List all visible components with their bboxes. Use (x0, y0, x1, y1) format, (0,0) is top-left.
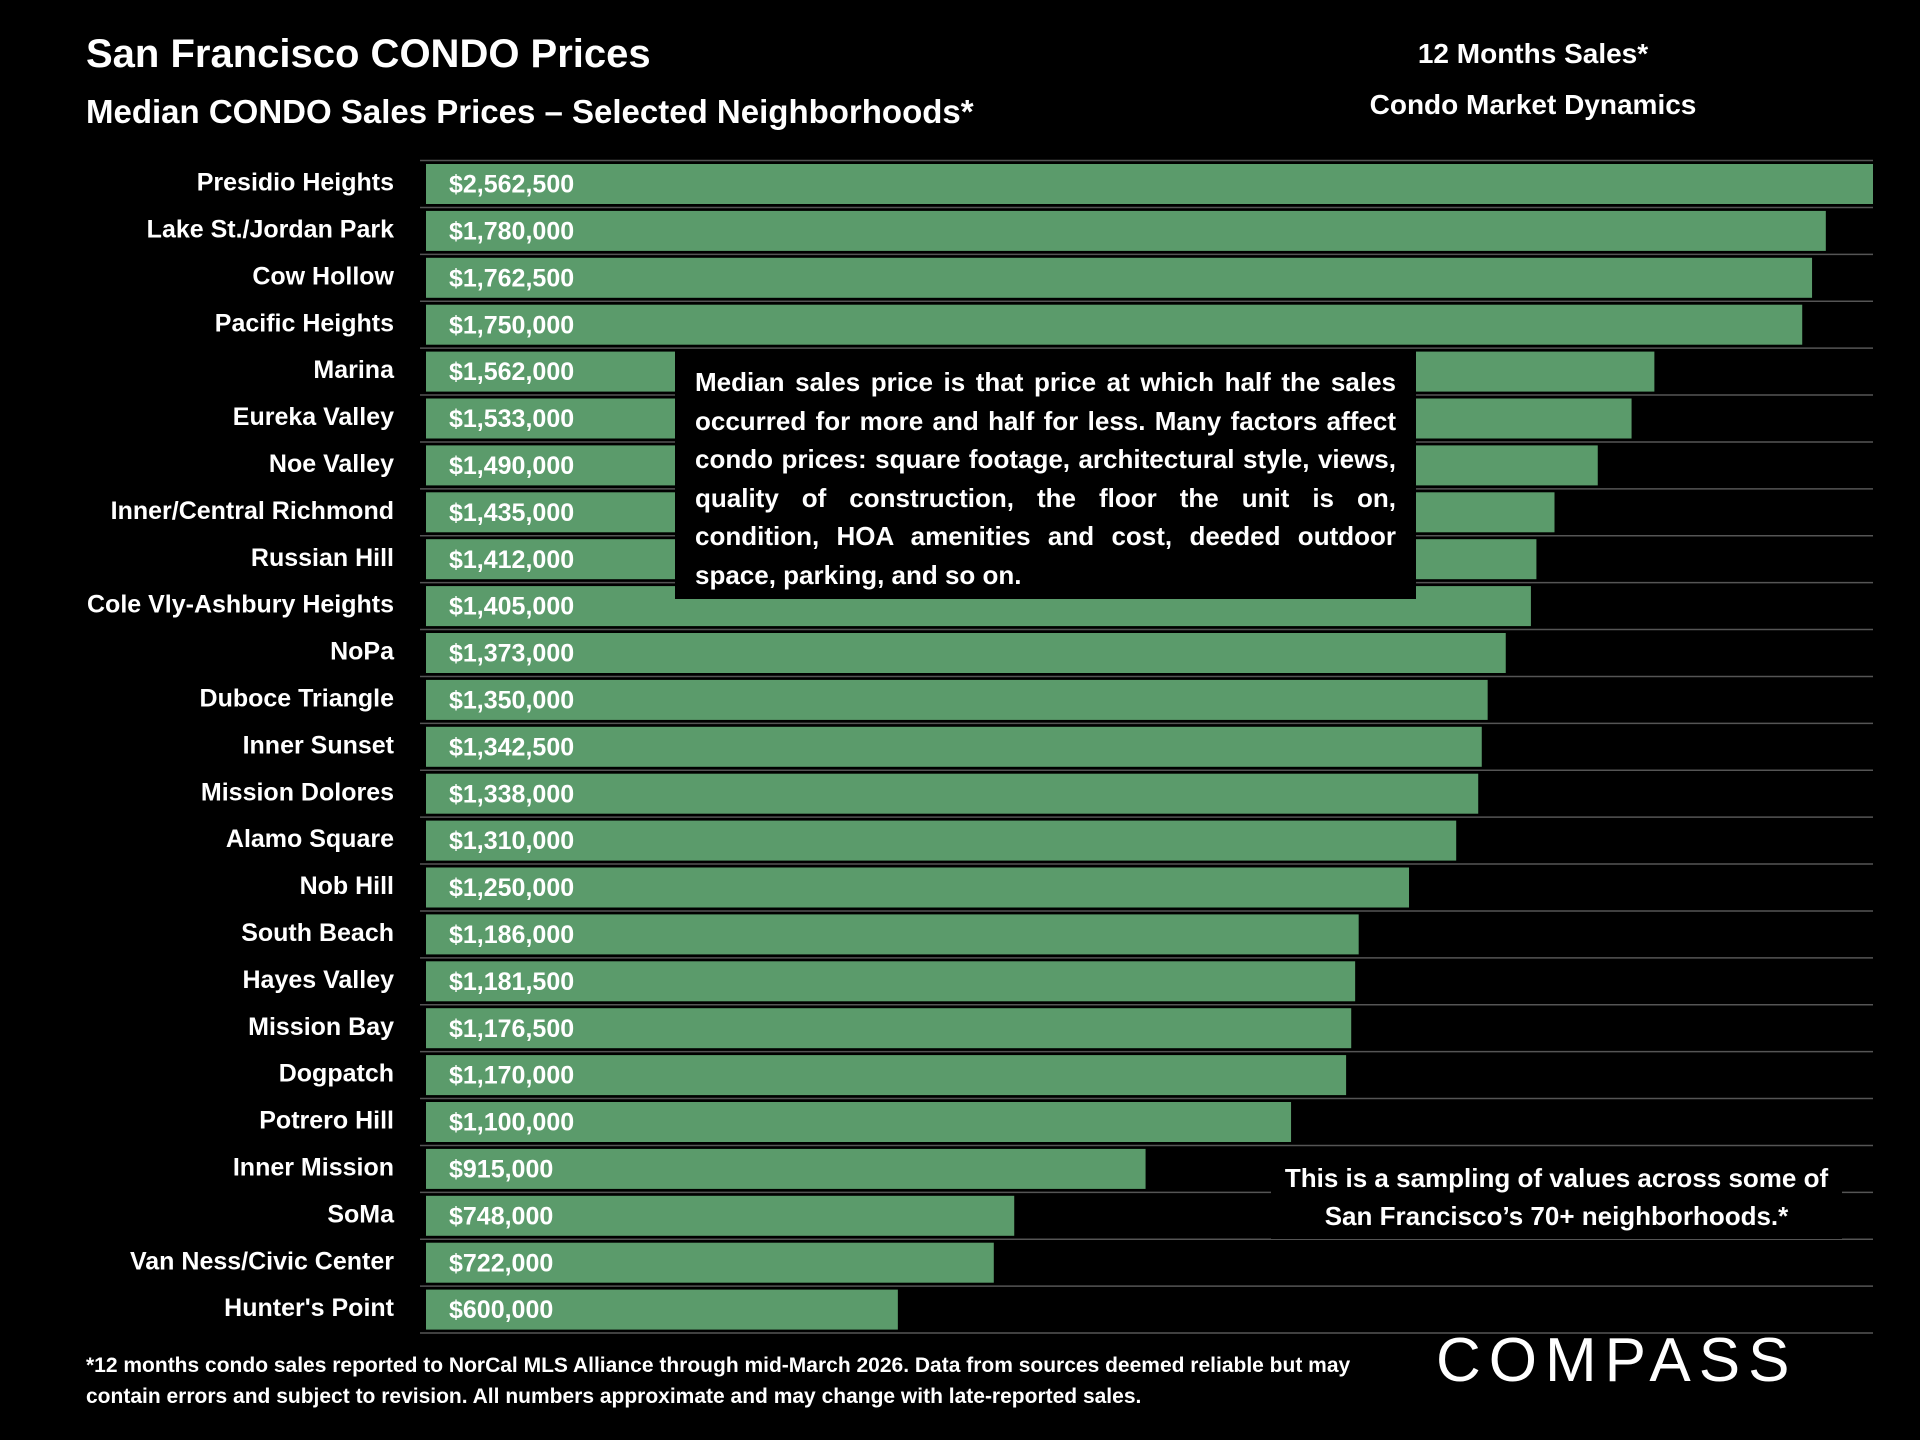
chart-title: San Francisco CONDO Prices (86, 32, 651, 76)
bar (426, 1289, 898, 1330)
value-label: $1,405,000 (449, 593, 574, 621)
category-label: Presidio Heights (197, 169, 394, 197)
bar (426, 164, 1873, 204)
category-label: Marina (313, 356, 395, 384)
value-label: $1,176,500 (449, 1015, 574, 1043)
value-label: $600,000 (449, 1296, 553, 1324)
value-label: $1,310,000 (449, 827, 574, 855)
value-label: $1,181,500 (449, 968, 574, 996)
value-label: $1,490,000 (449, 452, 574, 480)
bar (426, 633, 1506, 673)
bar (426, 914, 1359, 955)
bar (426, 1242, 994, 1283)
category-label: Alamo Square (226, 825, 394, 853)
category-label: Lake St./Jordan Park (147, 216, 394, 244)
category-label: Russian Hill (251, 544, 394, 572)
category-label: Mission Bay (248, 1013, 394, 1041)
value-label: $1,750,000 (449, 311, 574, 339)
bar (426, 210, 1826, 251)
value-label: $1,373,000 (449, 640, 574, 668)
bar (426, 726, 1482, 767)
category-label: Dogpatch (279, 1060, 394, 1088)
value-label: $1,100,000 (449, 1109, 574, 1137)
bar (426, 1008, 1352, 1049)
value-label: $1,338,000 (449, 780, 574, 808)
value-label: $722,000 (449, 1249, 553, 1277)
value-label: $915,000 (449, 1156, 553, 1184)
bar (426, 304, 1803, 345)
logo: COMPASS (1436, 1326, 1798, 1395)
category-label: Hunter's Point (224, 1294, 395, 1322)
annotation-box: Median sales price is that price at whic… (675, 351, 1416, 599)
category-label: Noe Valley (269, 450, 394, 478)
category-label: Hayes Valley (242, 966, 394, 994)
value-label: $1,342,500 (449, 733, 574, 761)
value-label: $1,533,000 (449, 405, 574, 433)
chart-subtitle: Median CONDO Sales Prices – Selected Nei… (86, 93, 974, 130)
bar (426, 1102, 1292, 1142)
value-label: $1,186,000 (449, 921, 574, 949)
category-label: Van Ness/Civic Center (130, 1247, 394, 1275)
category-label: Nob Hill (300, 872, 394, 900)
category-label: Pacific Heights (215, 309, 394, 337)
bar (426, 961, 1356, 1002)
bar (426, 679, 1488, 720)
footnote: *12 months condo sales reported to NorCa… (86, 1354, 1351, 1408)
value-label: $1,562,000 (449, 358, 574, 386)
bar (426, 867, 1410, 908)
heading: 12 Months Sales* (1417, 38, 1649, 69)
value-label: $1,350,000 (449, 687, 574, 715)
bar (426, 1148, 1146, 1189)
value-label: $1,435,000 (449, 499, 574, 527)
bar (426, 257, 1813, 298)
category-label: South Beach (241, 919, 394, 947)
category-label: Mission Dolores (201, 778, 394, 806)
category-label: Inner Mission (233, 1154, 394, 1182)
category-label: Cole Vly-Ashbury Heights (87, 591, 394, 619)
category-label: Inner/Central Richmond (111, 497, 394, 525)
value-label: $2,562,500 (449, 171, 574, 199)
category-label: Duboce Triangle (200, 685, 395, 713)
category-label: Inner Sunset (243, 731, 395, 759)
category-label: Potrero Hill (259, 1107, 394, 1135)
value-label: $748,000 (449, 1202, 553, 1230)
heading: Condo Market Dynamics (1369, 89, 1697, 120)
value-label: $1,412,000 (449, 546, 574, 574)
category-label: SoMa (327, 1200, 395, 1228)
bar (426, 1195, 1015, 1236)
value-label: $1,780,000 (449, 218, 574, 246)
note: This is a sampling of values across some… (1271, 1151, 1842, 1239)
value-label: $1,170,000 (449, 1062, 574, 1090)
bar (426, 1055, 1347, 1096)
category-label: NoPa (330, 638, 395, 666)
category-label: Cow Hollow (252, 262, 394, 290)
bar (426, 820, 1457, 861)
value-label: $1,762,500 (449, 264, 574, 292)
category-label: Eureka Valley (233, 403, 394, 431)
value-label: $1,250,000 (449, 874, 574, 902)
bar (426, 773, 1479, 814)
